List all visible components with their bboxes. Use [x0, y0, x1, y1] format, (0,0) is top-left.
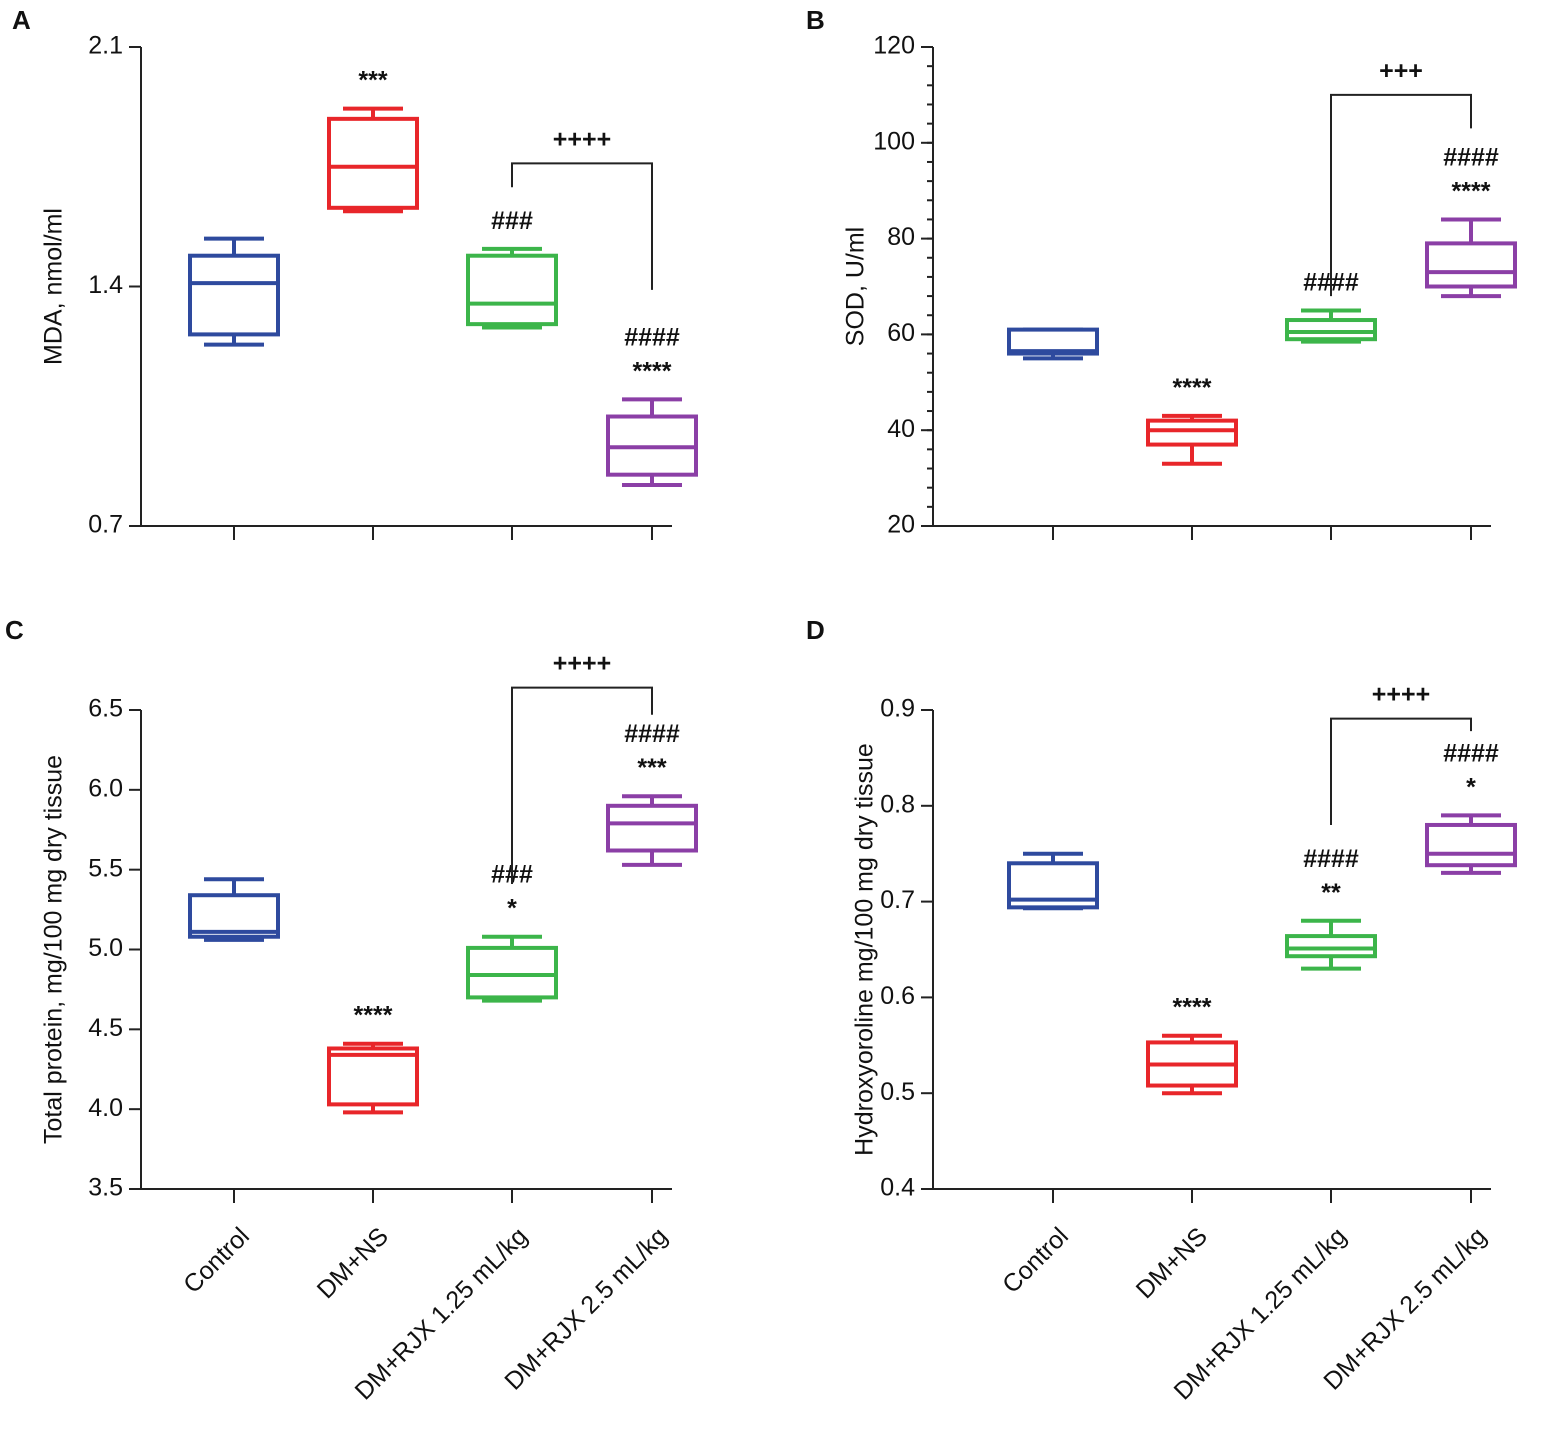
box-iqr [1007, 327, 1099, 356]
panel-label: D [806, 615, 825, 645]
box-group-1 [1007, 851, 1099, 911]
comparison-bracket [511, 686, 653, 885]
box-group-1 [1007, 327, 1099, 361]
box-iqr [1425, 241, 1517, 289]
significance-annotation: * [1466, 773, 1476, 801]
y-tick-label: 120 [873, 32, 915, 60]
y-axis-title: Hydroxyoroline mg/100 mg dry tissue [851, 743, 879, 1156]
significance-annotation: **** [1173, 374, 1212, 402]
y-tick-label: 3.5 [88, 1174, 123, 1202]
y-tick-label: 4.5 [88, 1014, 123, 1042]
box-group-2 [1146, 1033, 1238, 1096]
y-tick-label: 4.0 [88, 1094, 123, 1122]
y-tick-label: 40 [887, 415, 915, 443]
y-tick-label: 5.0 [88, 934, 123, 962]
y-tick-label: 6.0 [88, 774, 123, 802]
y-tick-label: 5.5 [88, 854, 123, 882]
significance-annotation: #### [1303, 845, 1359, 873]
significance-annotation: #### [624, 323, 680, 351]
y-tick-label: 20 [887, 511, 915, 539]
y-tick-label: 0.7 [880, 886, 915, 914]
box-group-4 [1425, 217, 1517, 299]
box-group-3 [1285, 308, 1377, 344]
box-iqr [606, 803, 698, 853]
panel-label: A [12, 5, 31, 35]
box-iqr [327, 1046, 419, 1107]
box-iqr [1285, 934, 1377, 959]
significance-annotation: #### [624, 720, 680, 748]
bracket-label: ++++ [553, 650, 611, 678]
significance-annotation: #### [1443, 739, 1499, 767]
y-axis-title: SOD, U/ml [842, 227, 870, 346]
bracket-label: ++++ [553, 125, 611, 153]
box-group-2 [1146, 413, 1238, 466]
significance-annotation: **** [1173, 994, 1212, 1022]
bracket-label: ++++ [1372, 681, 1430, 709]
panel-label: B [806, 5, 825, 35]
box-group-3 [1285, 918, 1377, 971]
category-label: DM+NS [312, 1222, 394, 1304]
box-group-2 [327, 1041, 419, 1115]
y-tick-label: 100 [873, 127, 915, 155]
box-group-1 [188, 236, 280, 347]
significance-annotation: ### [491, 207, 533, 235]
category-label: Control [178, 1222, 255, 1299]
significance-annotation: * [507, 895, 517, 923]
comparison-bracket [511, 162, 653, 290]
significance-annotation: ** [1321, 879, 1341, 907]
y-tick-label: 80 [887, 223, 915, 251]
comparison-bracket [1330, 93, 1472, 297]
y-tick-label: 0.6 [880, 982, 915, 1010]
category-label: DM+NS [1131, 1222, 1213, 1304]
y-tick-label: 2.1 [88, 32, 123, 60]
significance-annotation: #### [1443, 143, 1499, 171]
box-group-4 [1425, 813, 1517, 875]
y-tick-label: 0.7 [88, 511, 123, 539]
box-group-4 [606, 397, 698, 487]
y-tick-label: 1.4 [88, 271, 123, 299]
box-iqr [466, 253, 558, 327]
category-label: Control [997, 1222, 1074, 1299]
significance-annotation: *** [637, 754, 666, 782]
y-tick-label: 0.8 [880, 790, 915, 818]
y-axis-title: Total protein, mg/100 mg dry tissue [40, 755, 68, 1144]
y-tick-label: 0.4 [880, 1174, 915, 1202]
box-group-1 [188, 877, 280, 942]
box-group-3 [466, 246, 558, 330]
y-tick-label: 6.5 [88, 695, 123, 723]
y-tick-label: 60 [887, 319, 915, 347]
significance-annotation: **** [633, 357, 672, 385]
significance-annotation: **** [354, 1002, 393, 1030]
box-group-3 [466, 934, 558, 1003]
box-iqr [1285, 318, 1377, 342]
panel-label: C [5, 615, 24, 645]
box-iqr [1146, 418, 1238, 447]
significance-annotation: *** [358, 67, 387, 95]
significance-annotation: **** [1452, 177, 1491, 205]
box-group-4 [606, 794, 698, 867]
y-axis-title: MDA, nmol/ml [40, 208, 68, 365]
box-iqr [327, 116, 419, 210]
box-iqr [188, 253, 280, 337]
y-tick-label: 0.5 [880, 1078, 915, 1106]
box-group-2 [327, 106, 419, 214]
comparison-bracket [1330, 717, 1472, 825]
box-iqr [188, 893, 280, 939]
y-tick-label: 0.9 [880, 695, 915, 723]
box-iqr [1425, 822, 1517, 868]
box-iqr [466, 945, 558, 1000]
bracket-label: +++ [1379, 57, 1423, 85]
panel-c: C 3.5 4.0 4.5 5.0 5.5 6.0 6.5 Total protein, mg/… [5, 615, 698, 1406]
